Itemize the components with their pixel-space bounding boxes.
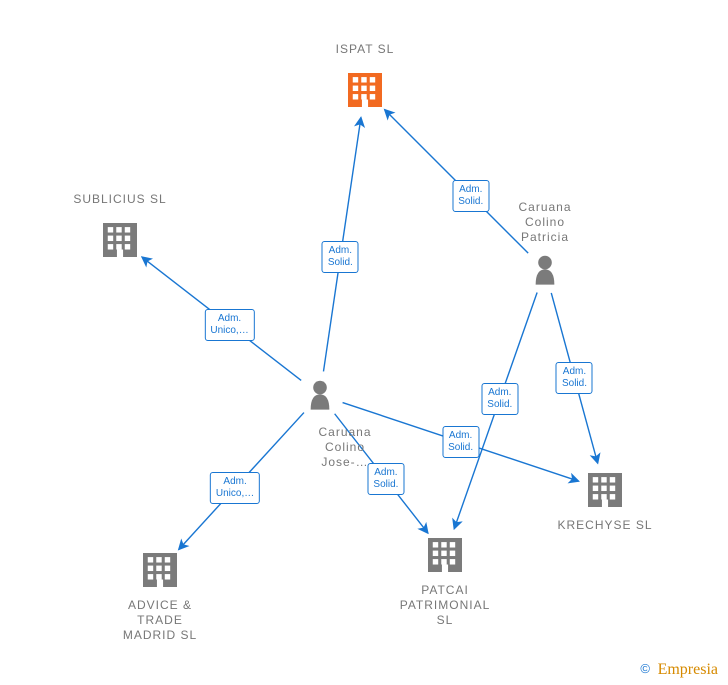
edge-label: Adm. Unico,… <box>204 309 254 341</box>
node-label: PATCAI PATRIMONIAL SL <box>375 583 515 628</box>
edge-label: Adm. Solid. <box>452 180 489 212</box>
node-label: Caruana Colino Patricia <box>495 200 595 245</box>
node-label: ISPAT SL <box>305 42 425 57</box>
edge-label: Adm. Solid. <box>442 426 479 458</box>
building-icon[interactable] <box>348 73 382 107</box>
building-icon[interactable] <box>143 553 177 587</box>
person-icon[interactable] <box>536 256 555 285</box>
node-label: ADVICE & TRADE MADRID SL <box>90 598 230 643</box>
footer-credit: © Empresia <box>640 661 718 679</box>
copyright-symbol: © <box>640 661 650 676</box>
edge-label: Adm. Solid. <box>556 362 593 394</box>
edge-label: Adm. Unico,… <box>210 472 260 504</box>
node-label: Caruana Colino Jose-… <box>295 425 395 470</box>
brand-name: Empresia <box>658 661 718 678</box>
node-label: SUBLICIUS SL <box>50 192 190 207</box>
building-icon[interactable] <box>428 538 462 572</box>
edge-label: Adm. Solid. <box>481 383 518 415</box>
network-diagram <box>0 0 728 685</box>
edge-label: Adm. Solid. <box>322 241 359 273</box>
building-icon[interactable] <box>103 223 137 257</box>
building-icon[interactable] <box>588 473 622 507</box>
person-icon[interactable] <box>311 381 330 410</box>
node-label: KRECHYSE SL <box>535 518 675 533</box>
